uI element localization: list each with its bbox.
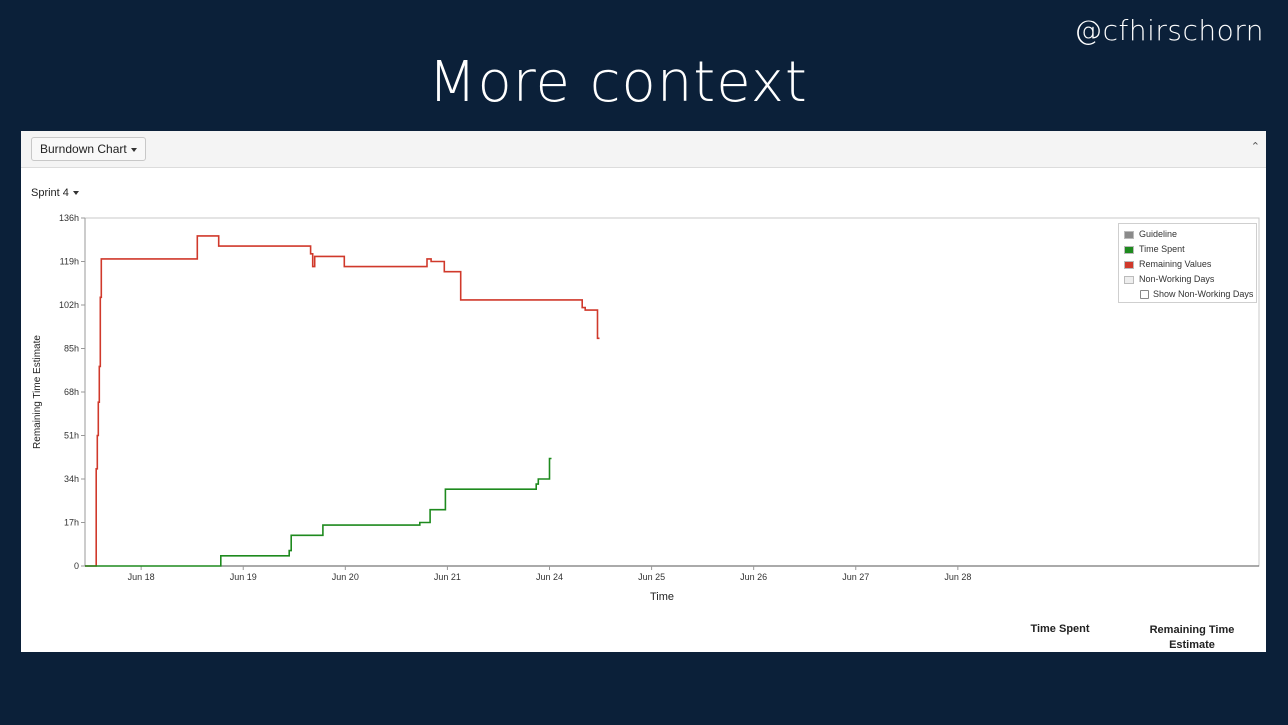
y-tick-label: 136h — [59, 213, 79, 223]
y-tick-label: 119h — [60, 257, 79, 267]
chart-legend: Guideline Time Spent Remaining Values No… — [1118, 223, 1257, 303]
y-tick-label: 17h — [64, 518, 79, 528]
y-tick-label: 0 — [74, 561, 79, 571]
x-tick-label: Jun 27 — [842, 572, 869, 582]
y-tick-label: 85h — [64, 344, 79, 354]
report-toolbar: Burndown Chart ⌃ — [21, 131, 1266, 168]
column-header-remaining-estimate: Remaining Time Estimate — [1137, 623, 1247, 653]
sprint-selector[interactable]: Sprint 4 — [31, 187, 79, 199]
series-line-time-spent — [85, 457, 552, 567]
burndown-panel: Burndown Chart ⌃ Sprint 4 0 17h 34h 51h 68h 8… — [21, 131, 1266, 652]
legend-label: Remaining Values — [1139, 259, 1212, 269]
plot-frame — [84, 217, 1260, 567]
legend-swatch-time-spent — [1124, 245, 1134, 254]
x-tick-label: Jun 24 — [536, 572, 563, 582]
show-non-working-days-toggle[interactable]: Show Non-Working Days — [1140, 289, 1254, 300]
x-axis-label: Time — [650, 591, 674, 603]
legend-item-time-spent[interactable]: Time Spent — [1124, 244, 1185, 254]
legend-item-guideline[interactable]: Guideline — [1124, 229, 1177, 239]
y-tick-label: 68h — [64, 387, 79, 397]
x-tick-label: Jun 18 — [128, 572, 155, 582]
show-non-working-days-checkbox[interactable] — [1140, 290, 1149, 300]
slide-title: More context — [428, 50, 808, 115]
legend-item-non-working-days[interactable]: Non-Working Days — [1124, 274, 1214, 284]
checkbox-label: Show Non-Working Days — [1153, 289, 1254, 299]
legend-swatch-guideline — [1124, 230, 1134, 239]
x-tick-label: Jun 21 — [434, 572, 461, 582]
x-tick-label: Jun 28 — [944, 572, 971, 582]
report-type-dropdown[interactable]: Burndown Chart — [31, 137, 146, 161]
legend-label: Guideline — [1139, 229, 1178, 239]
y-tick-label: 102h — [59, 300, 79, 310]
collapse-icon[interactable]: ⌃ — [1250, 141, 1260, 153]
legend-label: Non-Working Days — [1139, 274, 1215, 284]
series-line-remaining-values — [85, 235, 600, 567]
y-axis-label: Remaining Time Estimate — [32, 335, 43, 449]
chevron-down-icon — [130, 147, 137, 152]
sprint-label: Sprint 4 — [31, 187, 69, 199]
burndown-chart: 0 17h 34h 51h 68h 85h 102h 119h 136h Jun 18 Jun 19… — [32, 213, 1260, 603]
remaining-header-line2: Estimate — [1169, 639, 1215, 651]
remaining-header-line1: Remaining Time — [1149, 624, 1235, 636]
legend-item-remaining-values[interactable]: Remaining Values — [1124, 259, 1211, 269]
report-type-label: Burndown Chart — [40, 142, 127, 156]
legend-label: Time Spent — [1139, 244, 1185, 254]
y-tick-label: 51h — [64, 431, 79, 441]
x-tick-label: Jun 19 — [230, 572, 257, 582]
x-tick-label: Jun 25 — [638, 572, 665, 582]
legend-swatch-remaining-values — [1124, 260, 1134, 269]
author-handle: @cfhirschorn — [1074, 14, 1264, 47]
x-tick-label: Jun 20 — [332, 572, 359, 582]
y-tick-label: 34h — [64, 474, 79, 484]
x-tick-label: Jun 26 — [740, 572, 767, 582]
chevron-down-icon — [72, 191, 79, 196]
time-spent-header-text: Time Spent — [1030, 623, 1090, 635]
column-header-time-spent: Time Spent — [1015, 623, 1105, 635]
legend-swatch-non-working-days — [1124, 275, 1134, 284]
